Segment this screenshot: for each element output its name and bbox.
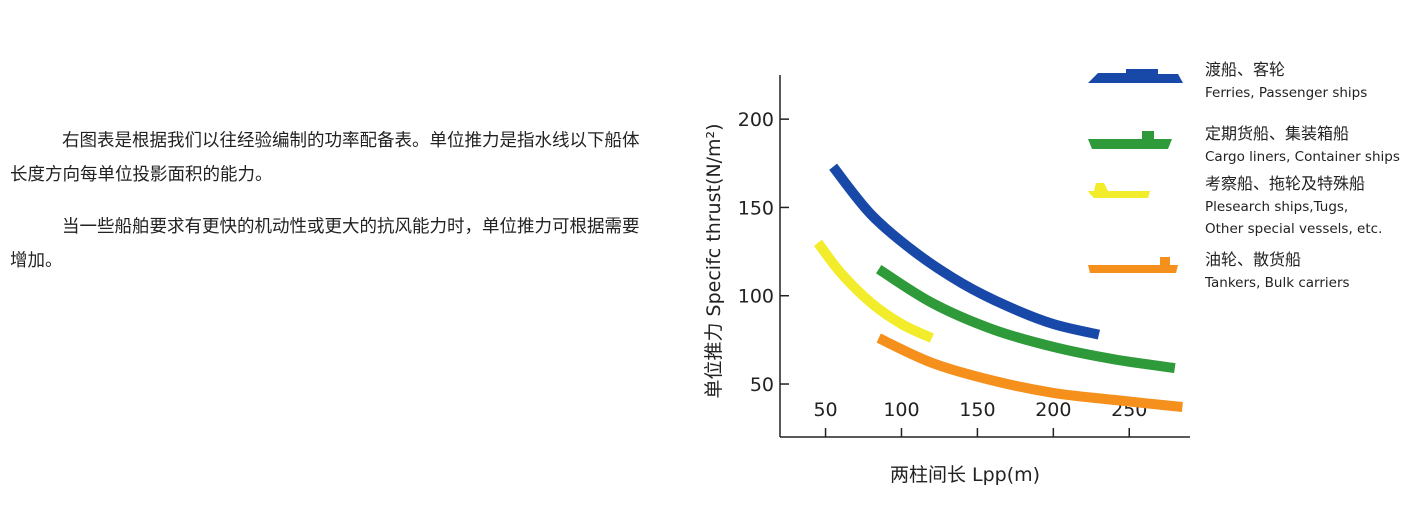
legend-label-en-3: Plesearch ships,Tugs, [1205,199,1348,215]
x-tick-label: 150 [959,399,995,421]
legend-label-en-1: Ferries, Passenger ships [1205,85,1367,101]
x-tick-label: 200 [1035,399,1071,421]
legend-label-en-3-line-2: Other special vessels, etc. [1205,221,1382,237]
legend-label-cn-3: 考察船、拖轮及特殊船 [1205,174,1365,193]
series-line-4 [876,333,1183,412]
x-axis-title: 两柱间长 Lpp(m) [890,464,1040,486]
series-line-3 [813,239,934,343]
y-axis-title: 单位推力 Specifc thrust(N/m²) [703,123,725,398]
legend-label-en-4: Tankers, Bulk carriers [1204,275,1350,291]
intro-text: 右图表是根据我们以往经验编制的功率配备表。单位推力是指水线以下船体长度方向每单位… [10,124,650,296]
y-tick-label: 100 [738,286,774,308]
tanker-ship-icon [1088,257,1178,273]
x-tick-label: 100 [883,399,919,421]
series-line-2 [876,264,1176,374]
intro-paragraph-2: 当一些船舶要求有更快的机动性或更大的抗风能力时，单位推力可根据需要增加。 [10,217,640,271]
y-tick-label: 150 [738,197,774,219]
ferry-ship-icon [1088,69,1183,83]
y-tick-label: 50 [750,374,774,396]
legend-label-cn-2: 定期货船、集装箱船 [1205,124,1349,143]
legend-label-cn-4: 油轮、散货船 [1205,250,1301,269]
specific-thrust-chart: 两柱间长 Lpp(m) 单位推力 Specifc thrust(N/m²) 50 1… [703,60,1400,486]
x-tick-label: 50 [813,399,837,421]
intro-paragraph-1: 右图表是根据我们以往经验编制的功率配备表。单位推力是指水线以下船体长度方向每单位… [10,131,640,185]
series-line-1 [829,163,1101,340]
container-ship-icon [1088,131,1172,149]
legend-label-en-2: Cargo liners, Container ships [1205,149,1400,165]
legend-label-cn-1: 渡船、客轮 [1205,60,1285,79]
y-tick-label: 200 [738,109,774,131]
tug-ship-icon [1088,183,1150,198]
